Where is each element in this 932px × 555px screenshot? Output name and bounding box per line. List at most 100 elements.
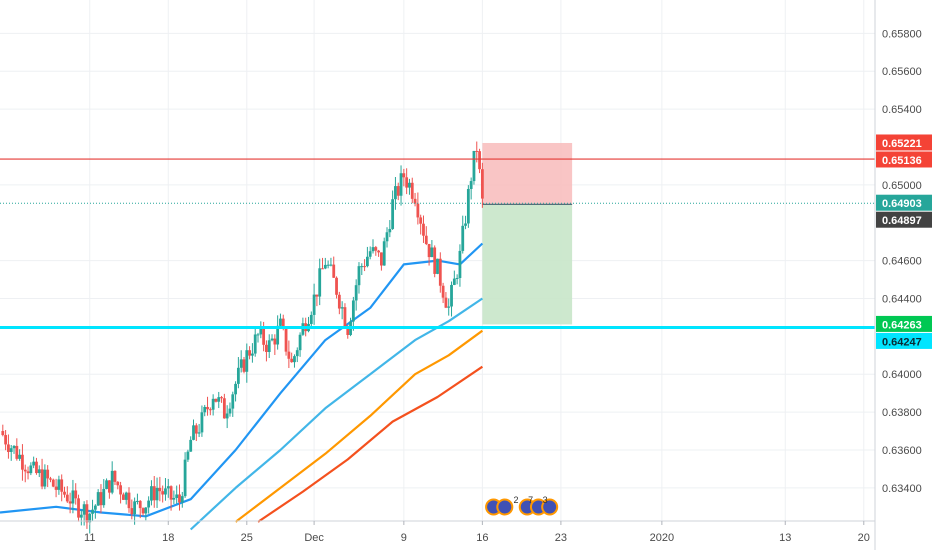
candle-down (77, 498, 80, 518)
candle-up (183, 459, 187, 497)
candle-down (380, 252, 383, 266)
candle-up (9, 448, 13, 452)
price-label-last-price (876, 194, 932, 211)
candle-up (309, 314, 313, 324)
candle-up (189, 439, 193, 452)
candle-up (186, 451, 190, 460)
candle-down (178, 494, 181, 503)
candle-up (382, 241, 386, 266)
candle-down (265, 344, 268, 352)
candle-up (298, 334, 302, 351)
candle-down (332, 264, 336, 278)
candle-down (214, 398, 218, 402)
candle-down (35, 461, 38, 474)
candle-down (60, 479, 64, 492)
candle-up (295, 350, 299, 357)
candle-down (63, 491, 66, 495)
candle-down (441, 285, 445, 298)
candle-up (12, 445, 16, 449)
candle-up (18, 454, 22, 459)
candle-up (37, 469, 41, 474)
candle-down (396, 186, 400, 196)
time-axis[interactable]: 11 18 25 Dec 9 16 23 2020 13 20 (84, 521, 870, 544)
candle-up (211, 398, 215, 410)
candle-down (85, 504, 89, 523)
price-label-target (876, 315, 932, 332)
candle-up (436, 258, 439, 274)
event-count-label: 3 (543, 495, 548, 505)
price-tick-label: 0.64400 (882, 293, 922, 305)
time-tick-label: 20 (858, 532, 870, 544)
take-profit-zone[interactable] (482, 204, 573, 325)
candle-up (399, 173, 403, 196)
candle-down (248, 350, 251, 356)
candle-up (133, 501, 137, 515)
price-label-text: 0.64263 (882, 319, 922, 331)
candle-up (231, 394, 235, 409)
price-axis[interactable]: 0.65800 0.65600 0.65400 0.65000 0.64600 0.644… (882, 28, 922, 495)
candle-down (422, 223, 425, 236)
candle-down (438, 258, 442, 286)
candle-up (371, 247, 375, 252)
event-flag-icon[interactable] (496, 498, 514, 516)
candle-down (46, 469, 50, 479)
candle-up (368, 251, 372, 257)
price-label-text: 0.64903 (882, 198, 922, 210)
candle-up (200, 412, 204, 433)
candle-down (444, 297, 448, 308)
candle-down (480, 169, 484, 199)
candle-up (144, 507, 148, 514)
moving-average-ma_slow (234, 329, 484, 523)
candle-up (43, 469, 47, 487)
candle-down (475, 150, 479, 152)
candle-down (281, 318, 285, 328)
price-label-support (876, 332, 932, 349)
price-label-text: 0.64897 (882, 215, 922, 227)
candle-up (57, 479, 61, 490)
candle-down (374, 247, 378, 251)
candle-down (23, 469, 27, 472)
candle-up (329, 264, 333, 266)
candle-down (337, 294, 341, 309)
candle-up (225, 413, 229, 419)
horizontal-lines[interactable] (0, 158, 875, 329)
candle-down (416, 203, 420, 218)
candle-up (166, 486, 170, 489)
candle-down (206, 406, 209, 410)
candle-down (290, 358, 294, 363)
candle-down (220, 397, 223, 399)
event-flag-icon[interactable] (541, 498, 559, 516)
stop-loss-zone[interactable] (482, 142, 573, 205)
candle-up (150, 486, 153, 501)
position-zones[interactable] (482, 142, 573, 325)
price-tick-label: 0.65000 (882, 180, 922, 192)
candle-up (450, 284, 453, 307)
candle-down (242, 359, 246, 372)
candle-down (40, 469, 44, 487)
candle-up (79, 514, 83, 518)
grid (0, 0, 875, 521)
candle-up (385, 232, 389, 242)
candle-down (74, 490, 78, 499)
candle-up (458, 250, 462, 278)
price-label-text: 0.64247 (882, 336, 922, 348)
candle-up (251, 353, 254, 356)
candle-up (197, 432, 201, 434)
candle-down (424, 235, 428, 245)
candle-down (363, 266, 366, 268)
price-label-resistance (876, 151, 932, 168)
candle-down (208, 409, 212, 411)
time-tick-label: 11 (84, 532, 95, 544)
candle-down (321, 268, 324, 270)
candle-down (116, 481, 120, 486)
candle-down (346, 326, 350, 335)
candle-up (360, 266, 364, 268)
candle-down (222, 398, 226, 419)
candle-up (293, 356, 296, 363)
candle-down (68, 501, 72, 504)
time-tick-label: 16 (476, 532, 488, 544)
candles (1, 141, 484, 534)
